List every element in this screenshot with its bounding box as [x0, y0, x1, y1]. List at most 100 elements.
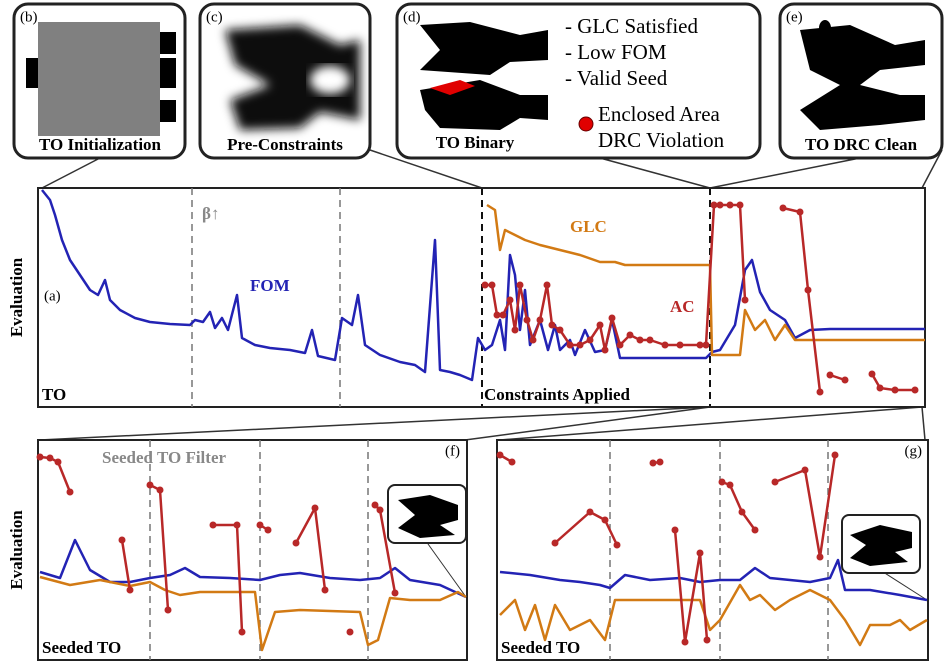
series-point	[804, 286, 812, 294]
series-point	[826, 371, 834, 379]
plot-frame	[37, 439, 468, 661]
phase-label: Constraints Applied	[484, 385, 630, 404]
series-point	[551, 539, 559, 547]
series-point	[876, 384, 884, 392]
series-point	[66, 488, 74, 496]
series-point	[626, 331, 634, 339]
series-point	[508, 458, 516, 466]
series-point	[601, 516, 609, 524]
y-axis-label: Evaluation	[7, 257, 26, 337]
series-line	[485, 203, 915, 393]
inset-f	[387, 484, 467, 598]
series-point	[548, 321, 556, 329]
series-point	[636, 336, 644, 344]
inset-g	[841, 514, 928, 601]
plot-tag: (a)	[44, 288, 61, 304]
panel-tag: (e)	[786, 9, 803, 25]
corner-label: Seeded TO	[42, 638, 121, 657]
series-point	[566, 341, 574, 349]
y-axis-label: Evaluation	[7, 510, 26, 590]
series-point	[499, 311, 507, 319]
corner-label: TO	[42, 385, 66, 404]
series-point	[616, 341, 624, 349]
series-point	[816, 388, 824, 396]
corner-label: Seeded TO	[501, 638, 580, 657]
series-point	[264, 526, 272, 534]
series-point	[726, 481, 734, 489]
panel-caption: Pre-Constraints	[227, 135, 343, 154]
series-point	[646, 336, 654, 344]
series-point	[391, 589, 399, 597]
series-point	[661, 341, 669, 349]
note: - Low FOM	[565, 40, 667, 64]
series-point	[868, 370, 876, 378]
series-point	[36, 453, 44, 461]
panel-c: (c) Pre-Constraints	[198, 2, 372, 160]
series-line	[41, 189, 925, 382]
series-line	[39, 575, 467, 652]
series-point	[311, 504, 319, 512]
series-point	[741, 296, 749, 304]
series-point	[586, 336, 594, 344]
legend-marker	[578, 116, 594, 132]
divider-label: Seeded TO Filter	[102, 448, 226, 467]
series-point	[209, 521, 217, 529]
series-point	[376, 506, 384, 514]
series-point	[118, 536, 126, 544]
series-point	[54, 458, 62, 466]
panel-b: (b) TO Initialization	[12, 2, 187, 160]
series-point	[529, 336, 537, 344]
panel-tag: (d)	[403, 9, 421, 25]
series-line	[486, 203, 925, 357]
series-point	[703, 636, 711, 644]
series-point	[671, 526, 679, 534]
plot: (f) Evaluation Seeded TO Seeded TO Filter	[7, 439, 468, 661]
series-point	[649, 459, 657, 467]
series-point	[493, 311, 501, 319]
series-point	[126, 586, 134, 594]
series-point	[496, 451, 504, 459]
note: - Valid Seed	[565, 66, 668, 90]
series-point	[716, 201, 724, 209]
series-point	[46, 454, 54, 462]
series-point	[556, 326, 564, 334]
series-point	[164, 606, 172, 614]
series-point	[506, 296, 514, 304]
series-line	[499, 583, 928, 647]
series-point	[608, 314, 616, 322]
series-point	[233, 521, 241, 529]
series-point	[738, 508, 746, 516]
series-point	[576, 341, 584, 349]
panel-d: (d) TO Binary - GLC Satisfied - Low FOM …	[395, 2, 762, 160]
series-point	[816, 553, 824, 561]
note: - GLC Satisfied	[565, 14, 698, 38]
series-point	[681, 638, 689, 646]
series-point	[710, 201, 718, 209]
series-point	[736, 201, 744, 209]
series-name: GLC	[570, 217, 607, 236]
series-name: FOM	[250, 276, 290, 295]
series-point	[801, 466, 809, 474]
plot-frame	[496, 439, 929, 661]
series-line	[499, 453, 837, 644]
series-point	[771, 478, 779, 486]
series-point	[676, 341, 684, 349]
series-line	[39, 538, 467, 599]
panel-tag: (c)	[206, 9, 223, 25]
plot-tag: (f)	[445, 443, 460, 459]
series-point	[481, 281, 489, 289]
series-point	[726, 201, 734, 209]
series-point	[511, 326, 519, 334]
series-point	[841, 376, 849, 384]
series-point	[613, 541, 621, 549]
plot: FOM GLC AC (a) Evaluation TO Constraints Appli…	[7, 187, 926, 408]
series-point	[523, 316, 531, 324]
plot: (g) Seeded TO	[496, 439, 929, 661]
series-point	[536, 316, 544, 324]
series-line	[499, 558, 928, 602]
plot-frame	[37, 187, 926, 408]
series-point	[321, 586, 329, 594]
series-point	[596, 321, 604, 329]
divider-label: β↑	[202, 204, 219, 223]
series-point	[831, 451, 839, 459]
